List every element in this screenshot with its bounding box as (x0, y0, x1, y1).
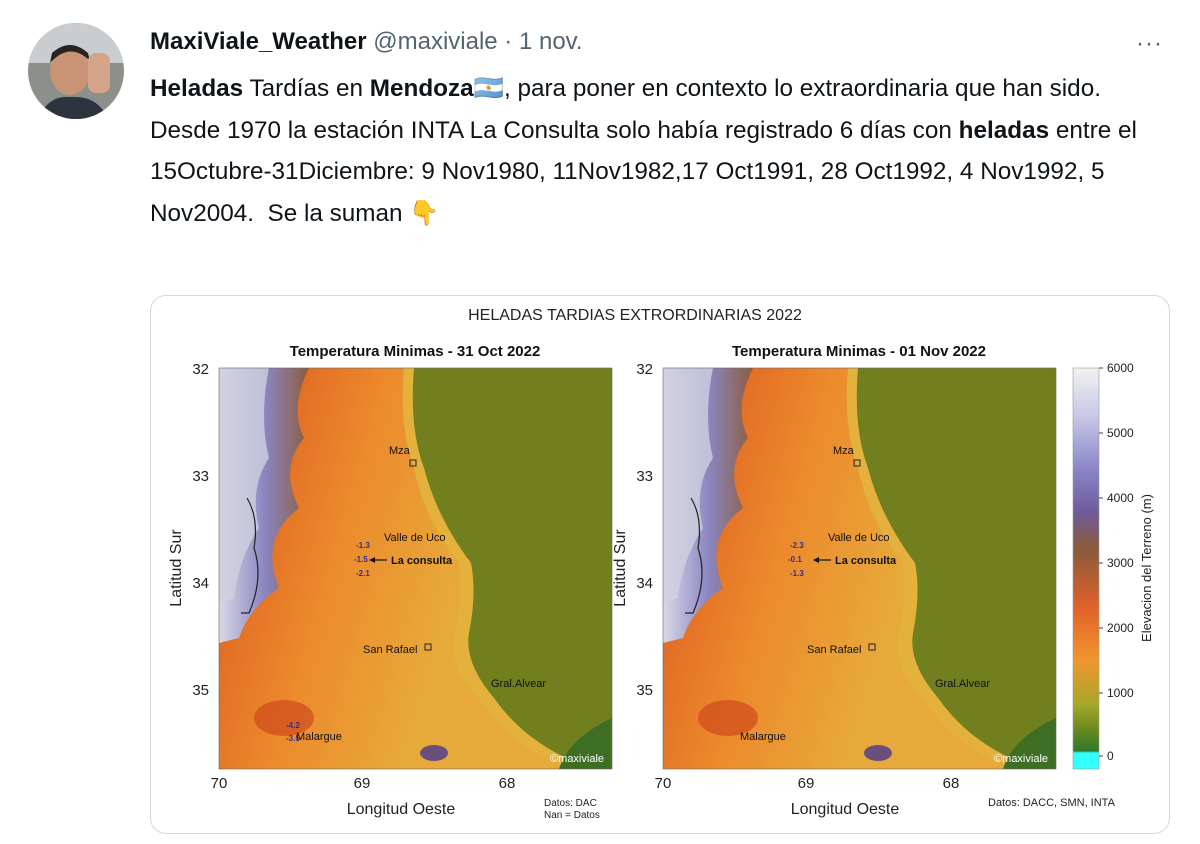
colorbar-tick-label: 5000 (1107, 426, 1134, 440)
x-tick-label: 69 (354, 775, 371, 792)
avatar[interactable] (28, 23, 124, 119)
text-run: Tardías en (243, 75, 370, 102)
x-tick-label: 70 (655, 775, 672, 792)
border-line (685, 497, 703, 614)
x-tick-label: 68 (943, 775, 960, 792)
place-label: Gral.Alvear (491, 678, 546, 690)
station-value: -0.1 (788, 555, 802, 564)
colorbar-label: Elevacion del Terreno (m) (1139, 494, 1154, 642)
text-run: 🇦🇷 (473, 75, 504, 102)
terrain (219, 368, 612, 769)
x-axis-label: Longitud Oeste (347, 801, 456, 818)
place-label: Mza (389, 445, 411, 457)
place-label: San Rafael (363, 644, 417, 656)
place-label: Valle de Uco (384, 532, 446, 544)
station-value: -1.5 (354, 555, 368, 564)
border-line (241, 497, 259, 614)
handle[interactable]: @maxiviale (373, 28, 498, 55)
terrain (663, 368, 1056, 769)
avatar-image (28, 23, 124, 119)
colorbar-tick-label: 6000 (1107, 361, 1134, 375)
colorbar-tick-label: 2000 (1107, 621, 1134, 635)
media-card[interactable]: HELADAS TARDIAS EXTRORDINARIAS 2022 Elev… (150, 295, 1170, 834)
text-run: , para poner en contexto lo extraordinar… (150, 75, 1108, 144)
arrowhead (369, 557, 375, 563)
terrain-shading (663, 368, 1056, 769)
panel-title: Temperatura Minimas - 01 Nov 2022 (732, 343, 986, 360)
y-tick-label: 32 (192, 361, 209, 378)
place-label: Valle de Uco (828, 532, 890, 544)
station-value: -1.3 (356, 541, 370, 550)
tweet-header: MaxiViale_Weather @maxiviale · 1 nov. (150, 28, 583, 56)
panel-title: Temperatura Minimas - 31 Oct 2022 (290, 343, 541, 360)
station-value: -1.3 (790, 569, 804, 578)
colorbar (1072, 367, 1100, 770)
figure: HELADAS TARDIAS EXTRORDINARIAS 2022 Elev… (168, 307, 1154, 821)
y-tick-label: 33 (192, 468, 209, 485)
author-name[interactable]: MaxiViale_Weather (150, 28, 367, 55)
place-label: Malargue (740, 731, 786, 743)
bold-text: Heladas (150, 75, 244, 102)
map: Mza Valle de Uco La consulta San Rafael Gral… (662, 367, 1057, 770)
x-axis-label: Longitud Oeste (791, 801, 900, 818)
x-tick-label: 68 (499, 775, 516, 792)
place-label: La consulta (391, 555, 453, 567)
text-run: entre el 15Octubre-31Diciembre: 9 Nov198… (150, 116, 1144, 227)
bold-text: Mendoza (369, 75, 474, 102)
arrowhead (813, 557, 819, 563)
map-frame (218, 367, 613, 770)
place-label: Gral.Alvear (935, 678, 990, 690)
source-note: Datos: DAC (544, 798, 597, 809)
figure-title: HELADAS TARDIAS EXTRORDINARIAS 2022 (468, 307, 802, 324)
tweet-text: Heladas Tardías en Mendoza🇦🇷, para poner… (150, 68, 1160, 234)
place-marker (853, 459, 861, 467)
separator: · (497, 28, 519, 55)
place-marker (424, 643, 432, 651)
colorbar-tick-label: 0 (1107, 749, 1114, 763)
x-tick-label: 69 (798, 775, 815, 792)
map: Mza Valle de Uco La consulta San Rafael Gral… (218, 367, 613, 770)
y-tick-label: 32 (636, 361, 653, 378)
y-axis-label: Latitud Sur (612, 529, 629, 607)
station-value: -3.5 (286, 734, 300, 743)
place-label: San Rafael (807, 644, 861, 656)
x-tick-label: 70 (211, 775, 228, 792)
place-label: Malargue (296, 731, 342, 743)
place-marker (409, 459, 417, 467)
station-value: -2.3 (790, 541, 804, 550)
place-label: Mza (833, 445, 855, 457)
colorbar-tick-label: 4000 (1107, 491, 1134, 505)
y-tick-label: 34 (636, 575, 653, 592)
credit: ©maxiviale (994, 753, 1048, 765)
y-axis-label: Latitud Sur (168, 529, 185, 607)
date[interactable]: 1 nov. (518, 28, 583, 55)
terrain-shading (219, 368, 612, 769)
place-label: La consulta (835, 555, 897, 567)
y-tick-label: 35 (636, 682, 653, 699)
more-menu[interactable]: ··· (1136, 30, 1163, 57)
station-value: -2.1 (356, 569, 370, 578)
source-note: Datos: DACC, SMN, INTA (988, 797, 1116, 809)
credit: ©maxiviale (550, 753, 604, 765)
place-marker (868, 643, 876, 651)
bold-text: heladas (958, 116, 1050, 144)
source-note: Nan = Datos (544, 810, 600, 821)
colorbar-tick-label: 3000 (1107, 556, 1134, 570)
y-tick-label: 33 (636, 468, 653, 485)
map-frame (662, 367, 1057, 770)
text-run: 👇 (409, 199, 440, 227)
station-value: -4.2 (286, 721, 300, 730)
y-tick-label: 35 (192, 682, 209, 699)
colorbar-tick-label: 1000 (1107, 686, 1134, 700)
y-tick-label: 34 (192, 575, 209, 592)
